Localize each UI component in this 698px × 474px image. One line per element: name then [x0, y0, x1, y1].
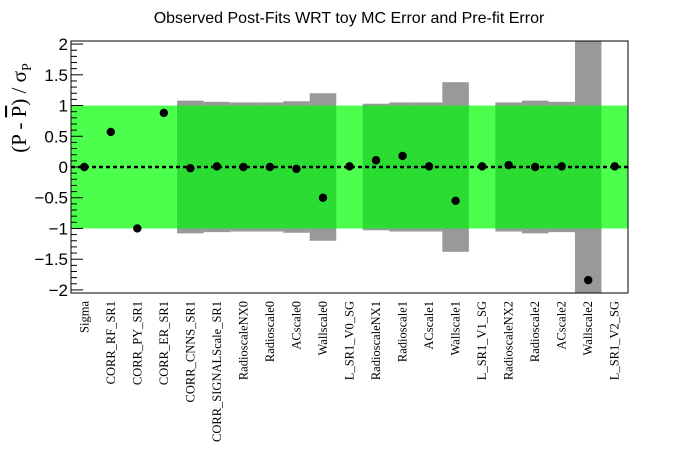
data-point: [186, 164, 195, 173]
data-point: [318, 193, 328, 202]
y-tick-label: −2: [49, 281, 68, 300]
data-point: [584, 275, 593, 285]
x-category-label: L_SR1_V0_SG: [343, 301, 357, 380]
ylabel-close: ) / σ: [7, 71, 31, 106]
x-category-label: L_SR1_V2_SG: [608, 301, 622, 380]
x-category-label: CORR_SIGNALScale_SR1: [210, 301, 224, 442]
x-category-label: CORR_RF_SR1: [104, 301, 118, 384]
y-tick-label: 0.5: [44, 127, 68, 146]
data-point: [265, 162, 275, 172]
x-category-label: Wallscale1: [449, 301, 463, 356]
data-point: [106, 127, 115, 137]
x-category-label: CORR_CNNS_SR1: [183, 301, 197, 402]
data-point: [80, 162, 89, 172]
x-category-label: ACscale0: [289, 301, 303, 350]
x-category-label: L_SR1_V1_SG: [475, 301, 489, 380]
y-tick-label: 1.5: [44, 66, 68, 85]
y-tick-label: −1: [49, 219, 68, 238]
x-category-label: CORR_ER_SR1: [157, 301, 171, 385]
y-axis: 2 1.5 1 0.5 0 −0.5 −1 −1.5 −2: [34, 35, 83, 300]
data-point: [239, 162, 248, 172]
x-category-label: ACscale2: [555, 301, 569, 350]
data-point: [530, 162, 540, 172]
data-point: [345, 162, 354, 171]
data-point: [159, 108, 169, 118]
y-tick-label: 0: [59, 158, 68, 177]
data-point: [292, 164, 301, 174]
x-category-label: Radioscale1: [396, 301, 410, 362]
ylabel-pbar: P: [7, 106, 31, 118]
x-category-label: Radioscale0: [263, 301, 277, 362]
x-category-label: RadioscaleNX2: [502, 301, 516, 380]
data-point: [477, 162, 487, 171]
data-point: [557, 162, 566, 171]
y-tick-label: −0.5: [34, 189, 68, 208]
x-category-label: Wallscale0: [316, 301, 330, 356]
data-point: [398, 151, 407, 161]
x-category-label: Sigma: [77, 301, 91, 333]
data-point: [133, 224, 142, 233]
chart-title: Observed Post-Fits WRT toy MC Error and …: [154, 10, 545, 27]
x-category-label: CORR_PY_SR1: [130, 301, 144, 385]
ylabel-open: (P -: [7, 117, 31, 152]
x-category-label: RadioscaleNX1: [369, 301, 383, 380]
data-point: [371, 156, 381, 165]
data-point: [451, 196, 460, 206]
y-tick-label: 2: [59, 35, 68, 54]
x-category-label: Radioscale2: [528, 301, 542, 362]
ylabel-sub: P: [20, 63, 35, 71]
data-point: [610, 162, 619, 171]
x-axis-categories: Sigma CORR_RF_SR1 CORR_PY_SR1 CORR_ER_SR1 CO…: [77, 301, 621, 442]
x-category-label: RadioscaleNX0: [236, 301, 250, 380]
y-tick-label: 1: [59, 97, 68, 116]
svg-text:(P - P) / σP: (P - P) / σP: [7, 63, 35, 153]
y-tick-label: −1.5: [34, 250, 68, 269]
data-point: [504, 160, 513, 170]
x-category-label: ACscale1: [422, 301, 436, 350]
y-axis-label: (P - P) / σP: [7, 63, 35, 153]
x-category-label: Wallscale2: [581, 301, 595, 356]
data-points: [80, 108, 619, 285]
data-point: [424, 162, 434, 171]
data-point: [212, 162, 222, 171]
